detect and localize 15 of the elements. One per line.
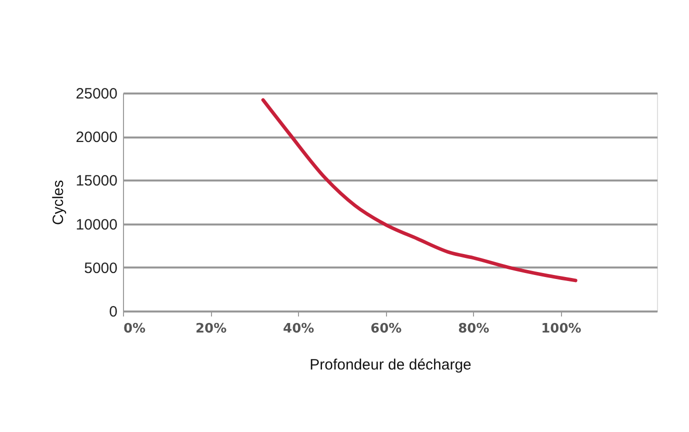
x-axis-title: Profondeur de décharge	[310, 356, 472, 374]
line-series	[261, 98, 578, 282]
y-tick-label: 20000	[76, 129, 118, 146]
y-tick-label: 25000	[76, 86, 118, 102]
x-tick-label: 100%	[541, 322, 582, 336]
y-tick-label: 0	[109, 304, 118, 320]
y-tick-label: 15000	[76, 172, 118, 190]
x-tick-label: 40%	[283, 322, 314, 336]
x-tick-label: 80%	[458, 322, 490, 336]
x-tick-label: 60%	[370, 322, 402, 336]
x-tick-label: 20%	[195, 322, 227, 336]
y-tick-label: 10000	[76, 216, 118, 234]
x-tick-label: 0%	[124, 322, 146, 336]
y-tick-label: 5000	[84, 260, 118, 277]
y-axis-title: Cycles	[50, 180, 67, 226]
